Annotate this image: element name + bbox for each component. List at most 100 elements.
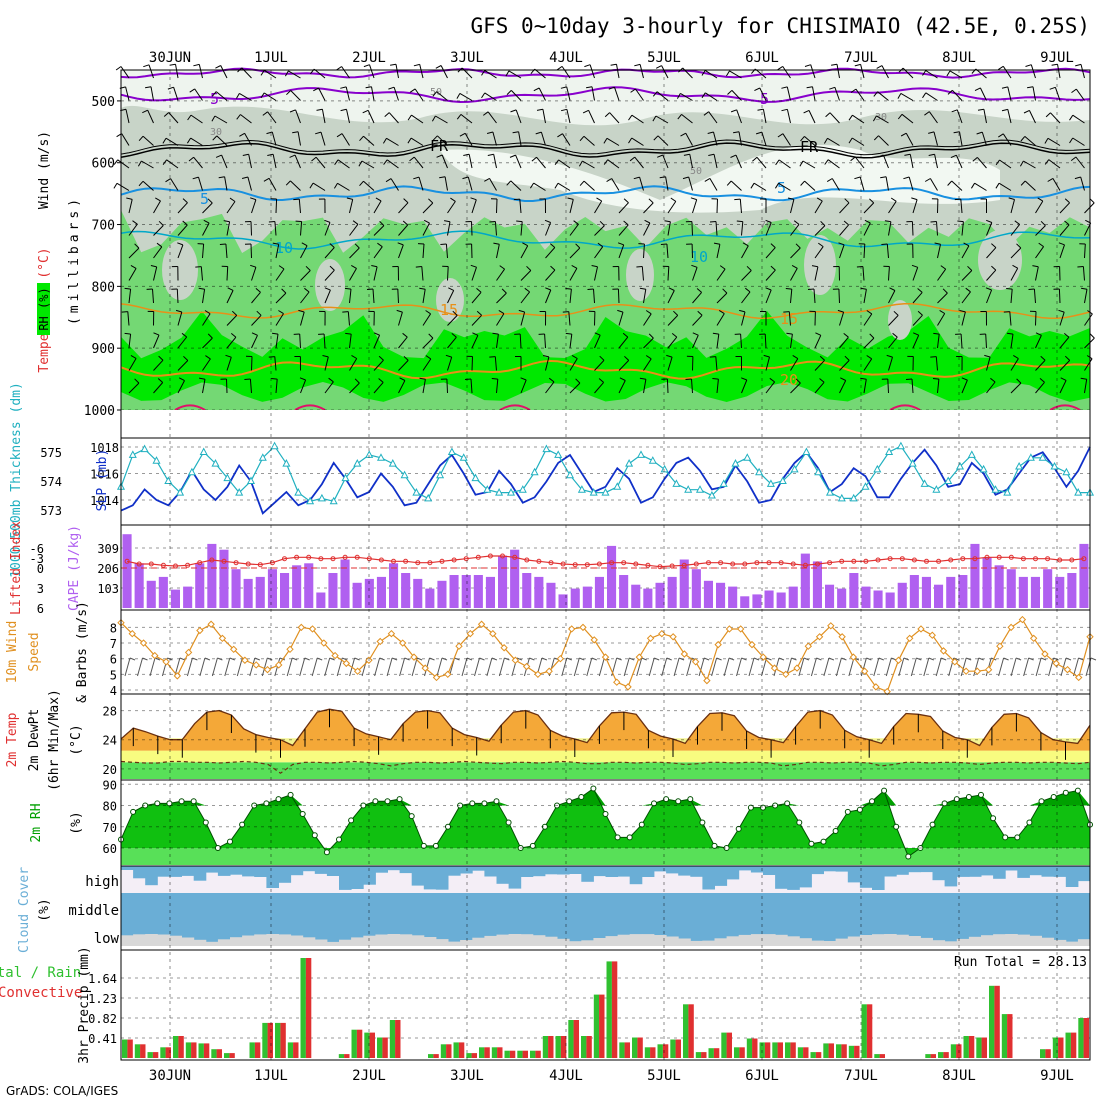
cloud-low-bar (230, 937, 243, 946)
cape-bar (631, 585, 640, 608)
wind-barb (276, 199, 277, 213)
cape-bar (498, 556, 507, 608)
surface-wind-barb-flag (642, 658, 647, 660)
cloud-low-bar (727, 936, 740, 946)
ytick-cloud-low: low (94, 931, 120, 947)
precip-bar-convective (1058, 1038, 1063, 1059)
precip-bar-convective (395, 1020, 400, 1058)
rh2m-point (845, 809, 850, 814)
wind-barb (251, 244, 252, 258)
ytick-temp-24: 24 (103, 734, 117, 748)
cape-bar (728, 587, 737, 608)
ylabel-speed: Speed (27, 632, 42, 671)
cloud-high-bar (896, 866, 909, 875)
rh2m-point (579, 795, 584, 800)
cape-bar (268, 569, 277, 608)
rh2m-point (446, 824, 451, 829)
ytick-wind-6: 6 (110, 653, 117, 667)
precip-bar-convective (739, 1047, 744, 1058)
surface-wind-barb (911, 658, 916, 676)
ytick-label-upper-500: 500 (92, 95, 115, 110)
thickness-point (165, 478, 171, 484)
surface-wind-barb (475, 658, 480, 676)
wind-barb-flag (710, 357, 716, 358)
thickness-point (271, 443, 277, 449)
cloud-high-bar (981, 866, 994, 875)
rh2m-point (288, 792, 293, 797)
wind-barb (618, 289, 619, 303)
ylabel-rh: RH (%) (37, 287, 51, 330)
precip-bar-convective (548, 1036, 553, 1058)
cloud-high-bar (242, 866, 255, 876)
cloud-high-bar (363, 866, 376, 885)
cloud-low-bar (702, 941, 715, 946)
thickness-point (189, 469, 195, 475)
precip-bar-convective (370, 1033, 375, 1058)
wind-speed-point (986, 667, 992, 673)
wind-barb-flag (957, 221, 963, 222)
precip-bar-convective (574, 1020, 579, 1058)
cloud-high-bar (642, 866, 655, 877)
wind-barb-flag (656, 66, 661, 69)
cloud-high-bar (1066, 866, 1079, 887)
wind-barb (447, 379, 448, 393)
precip-bar-convective (727, 1033, 732, 1058)
cape-bar (462, 575, 471, 608)
cloud-high-bar (121, 866, 134, 870)
wind-barb-flag (271, 379, 277, 380)
ytick-temp-28: 28 (103, 705, 117, 719)
precip-bar-convective (790, 1042, 795, 1058)
precip-bar-convective (268, 1023, 273, 1058)
cape-bar (595, 577, 604, 608)
precip-bar-total (1078, 1018, 1083, 1058)
precip-bar-convective (280, 1023, 285, 1058)
cape-bar (1031, 577, 1040, 608)
wind-barb-flag (1029, 289, 1035, 290)
precip-bar-convective (625, 1042, 630, 1058)
precip-bar-convective (854, 1046, 859, 1058)
precip-bar-total (479, 1047, 484, 1058)
wind-barb-flag (215, 66, 220, 69)
precip-bar-total (798, 1047, 803, 1058)
cape-bar (898, 583, 907, 608)
cape-bar (389, 563, 398, 608)
precip-bar-total (301, 958, 306, 1058)
wind-barb-flag (661, 244, 667, 245)
cloud-low-bar (388, 934, 401, 946)
precip-bar-total (747, 1039, 752, 1059)
cape-bar (123, 534, 132, 608)
cloud-low-bar (678, 939, 691, 947)
precip-bar-convective (472, 1053, 477, 1058)
precip-bar-total (670, 1040, 675, 1059)
precip-bar-total (390, 1020, 395, 1058)
cape-bar (195, 563, 204, 608)
cape-bar (316, 593, 325, 609)
rh2m-point (894, 824, 899, 829)
precip-bar-convective (510, 1051, 515, 1058)
precip-bar-convective (433, 1054, 438, 1058)
surface-wind-barb (1074, 658, 1079, 676)
precip-bar-total (964, 1036, 969, 1058)
surface-wind-barb-flag (1091, 658, 1096, 660)
rh2m-point (676, 799, 681, 804)
precip-bar-convective (178, 1036, 183, 1058)
cloud-high-bar (969, 866, 982, 877)
precip-bar-convective (217, 1049, 222, 1058)
precip-bar-total (938, 1052, 943, 1058)
cloud-high-bar (1017, 866, 1030, 878)
cloud-high-bar (618, 866, 631, 877)
cloud-low-bar (896, 935, 909, 946)
cloud-high-bar (787, 866, 800, 890)
surface-wind-barb-flag (816, 658, 821, 660)
rh2m-point (337, 837, 342, 842)
precip-bar-total (441, 1044, 446, 1058)
wind-barb-flag (933, 333, 939, 334)
contour-label-5: 5 (777, 179, 786, 197)
precip-bar-total (925, 1054, 930, 1058)
date-label-bottom-5: 5JUL (647, 1068, 681, 1084)
wind-barb-flag (783, 312, 789, 313)
cape-bar (643, 589, 652, 608)
cloud-high-bar (351, 866, 364, 889)
cloud-high-bar (375, 866, 388, 873)
precip-bar-total (683, 1004, 688, 1058)
